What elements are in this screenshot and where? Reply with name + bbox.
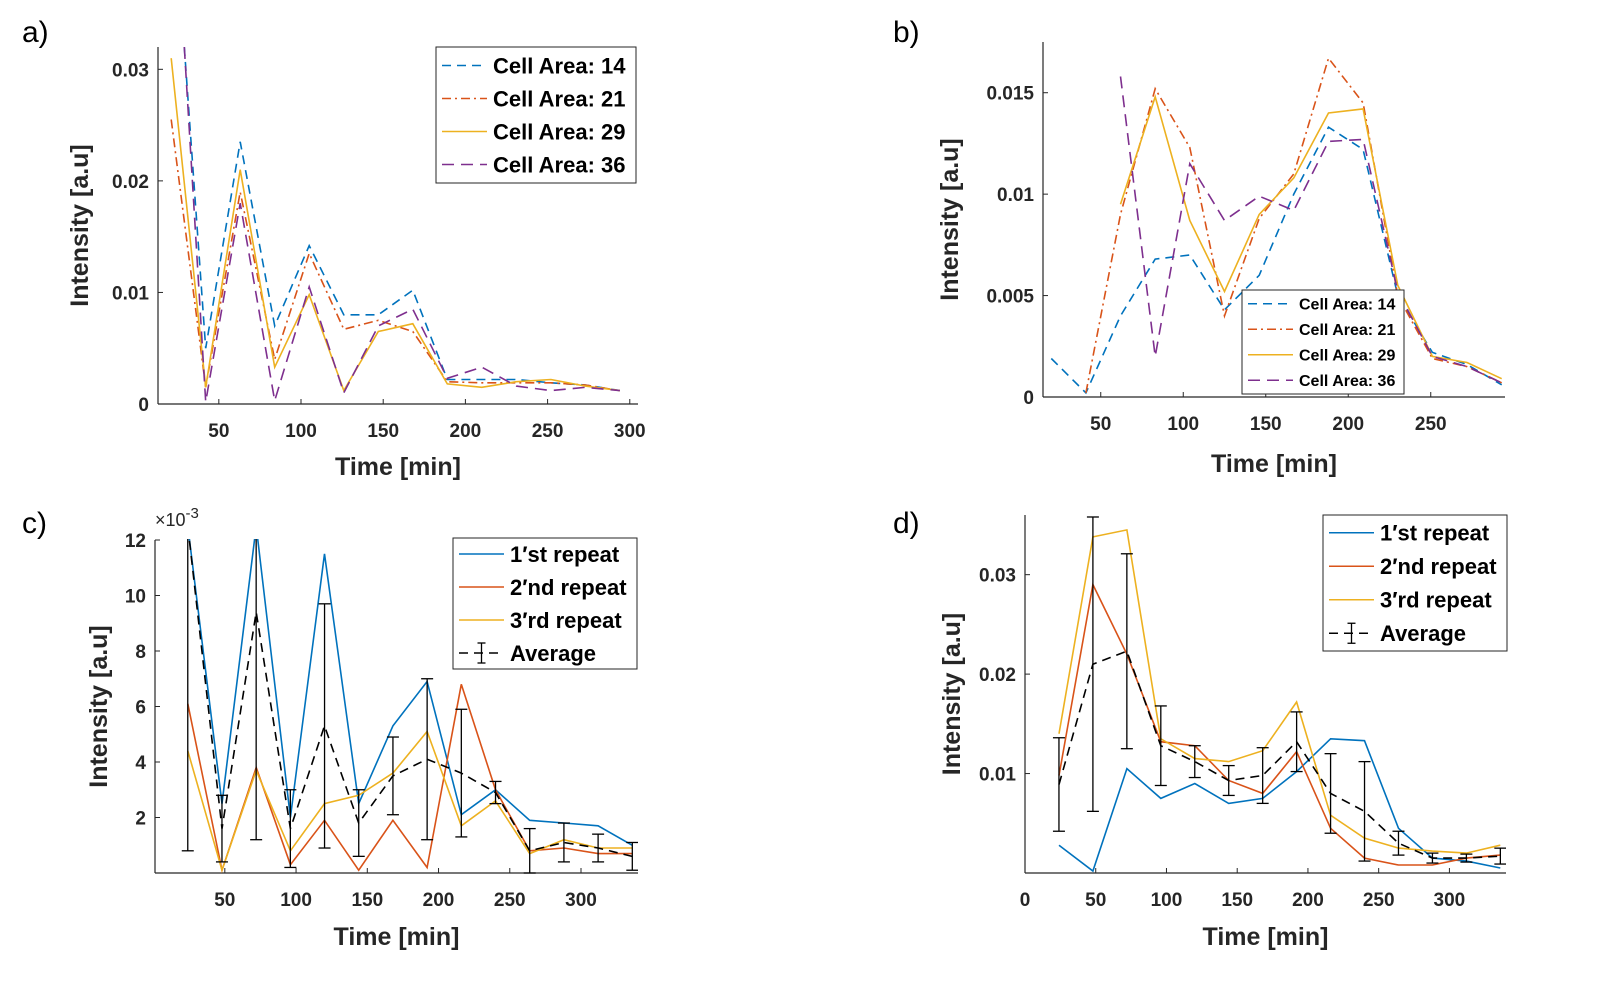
- panel-c: c) 50 100 150 200 250 300 2 4 6 8 10 12 ×10-3 Time [m…: [22, 505, 638, 951]
- legend-label-2: 2′nd repeat: [510, 575, 627, 600]
- x-tick-label: 250: [1363, 890, 1395, 911]
- legend-label-4: Cell Area: 36: [493, 152, 625, 177]
- x-tick-label: 100: [1167, 414, 1199, 435]
- legend-label-2: Cell Area: 21: [493, 86, 625, 111]
- x-axis-label: Time [min]: [1211, 450, 1337, 478]
- y-axis-label: Intensity [a.u]: [66, 144, 94, 307]
- series-line-2: [1058, 582, 1501, 866]
- x-tick-label: 250: [494, 890, 526, 911]
- panel-c-label: c): [22, 507, 47, 540]
- x-tick-label: 0: [1020, 890, 1031, 911]
- y-tick-label: 0.03: [979, 566, 1016, 587]
- legend-label-1: Cell Area: 14: [1299, 297, 1395, 314]
- legend-label-3: Cell Area: 29: [1299, 348, 1395, 365]
- legend-box: [435, 46, 637, 184]
- x-tick-label: 300: [1434, 890, 1466, 911]
- x-tick-label: 150: [1221, 890, 1253, 911]
- x-tick-label: 200: [450, 421, 482, 442]
- legend-label-1: 1′st repeat: [510, 542, 620, 567]
- y-tick-label: 12: [125, 531, 146, 552]
- x-axis-label: Time [min]: [334, 923, 460, 951]
- y-tick-label: 10: [125, 587, 146, 608]
- x-axis-label: Time [min]: [335, 453, 461, 481]
- x-tick-label: 250: [532, 421, 564, 442]
- x-tick-label: 50: [1090, 414, 1111, 435]
- plot-area: [1052, 516, 1506, 873]
- y-exponent-power: -3: [186, 505, 199, 522]
- x-tick-label: 200: [1292, 890, 1324, 911]
- legend: Cell Area: 14 Cell Area: 21 Cell Area: 29 C…: [435, 46, 637, 184]
- legend-label-3: 3′rd repeat: [510, 608, 622, 633]
- y-tick-label: 2: [135, 809, 146, 830]
- y-tick-label: 6: [135, 698, 146, 719]
- x-tick-label: 100: [1151, 890, 1183, 911]
- series-line-3: [1058, 528, 1501, 854]
- series-line-4: [1119, 76, 1503, 384]
- plot-area: [1050, 56, 1503, 395]
- legend-label-4: Cell Area: 36: [1299, 373, 1395, 390]
- plot-area: [181, 539, 638, 874]
- y-axis-label: Intensity [a.u]: [936, 138, 964, 301]
- y-tick-label: 0.02: [112, 172, 149, 193]
- x-tick-label: 300: [565, 890, 597, 911]
- y-tick-label: 0.01: [979, 765, 1016, 786]
- legend-box: [1322, 514, 1508, 652]
- series-line-3: [170, 58, 621, 393]
- panel-d-label: d): [893, 507, 920, 540]
- x-tick-label: 100: [285, 421, 317, 442]
- y-tick-label: 0.015: [986, 84, 1034, 105]
- x-tick-label: 200: [423, 890, 455, 911]
- y-tick-label: 8: [135, 642, 146, 663]
- x-tick-label: 50: [1085, 890, 1106, 911]
- y-tick-label: 0: [1023, 388, 1034, 409]
- series-line-4: [183, 46, 620, 402]
- legend: Cell Area: 14 Cell Area: 21 Cell Area: 29 C…: [1241, 289, 1405, 395]
- legend-label-3: 3′rd repeat: [1380, 588, 1492, 613]
- series-line-4: [1058, 650, 1501, 859]
- x-axis-label: Time [min]: [1203, 923, 1329, 951]
- legend-box: [1241, 289, 1405, 395]
- legend-label-3: Cell Area: 29: [493, 119, 625, 144]
- series-line-2: [170, 119, 621, 392]
- y-axis-label: Intensity [a.u]: [85, 625, 113, 788]
- y-tick-label: 0.01: [997, 185, 1034, 206]
- legend: 1′st repeat 2′nd repeat 3′rd repeat Average: [1322, 514, 1508, 652]
- panel-d: d) 0 50 100 150 200 250 300 0.01 0.02 0.03 Time [m…: [893, 507, 1508, 951]
- series-line-3: [187, 729, 633, 873]
- legend-label-1: Cell Area: 14: [493, 53, 626, 78]
- y-tick-label: 0.03: [112, 60, 149, 81]
- panel-b-label: b): [893, 16, 920, 49]
- x-tick-label: 150: [351, 890, 383, 911]
- y-axis-label: Intensity [a.u]: [938, 613, 966, 776]
- panel-b: b) 50 100 150 200 250 0 0.005 0.01 0.015 Time [mi…: [893, 16, 1505, 478]
- x-tick-label: 50: [214, 890, 235, 911]
- x-tick-label: 250: [1415, 414, 1447, 435]
- panel-a: a) 50 100 150 200 250 300 0 0.01 0.02 0.03 Time [m…: [22, 16, 646, 481]
- y-exponent-label: ×10-3: [155, 505, 199, 530]
- legend-label-2: 2′nd repeat: [1380, 554, 1497, 579]
- y-tick-label: 4: [135, 753, 146, 774]
- legend-box: [452, 537, 638, 670]
- x-tick-label: 100: [280, 890, 312, 911]
- x-tick-label: 50: [208, 421, 229, 442]
- x-tick-label: 200: [1332, 414, 1364, 435]
- legend: 1′st repeat 2′nd repeat 3′rd repeat Average: [452, 537, 638, 670]
- y-tick-label: 0.02: [979, 665, 1016, 686]
- legend-label-4: Average: [510, 641, 596, 666]
- x-tick-label: 300: [614, 421, 646, 442]
- legend-label-4: Average: [1380, 621, 1466, 646]
- x-tick-label: 150: [367, 421, 399, 442]
- series-line-4: [188, 539, 633, 858]
- legend-label-1: 1′st repeat: [1380, 521, 1490, 546]
- x-tick-label: 150: [1250, 414, 1282, 435]
- y-tick-label: 0.01: [112, 283, 149, 304]
- y-tick-label: 0: [138, 395, 149, 416]
- legend-label-2: Cell Area: 21: [1299, 322, 1395, 339]
- y-tick-label: 0.005: [986, 287, 1034, 308]
- plot-area: [170, 46, 621, 402]
- panel-a-label: a): [22, 16, 49, 49]
- series-line-2: [1085, 56, 1503, 394]
